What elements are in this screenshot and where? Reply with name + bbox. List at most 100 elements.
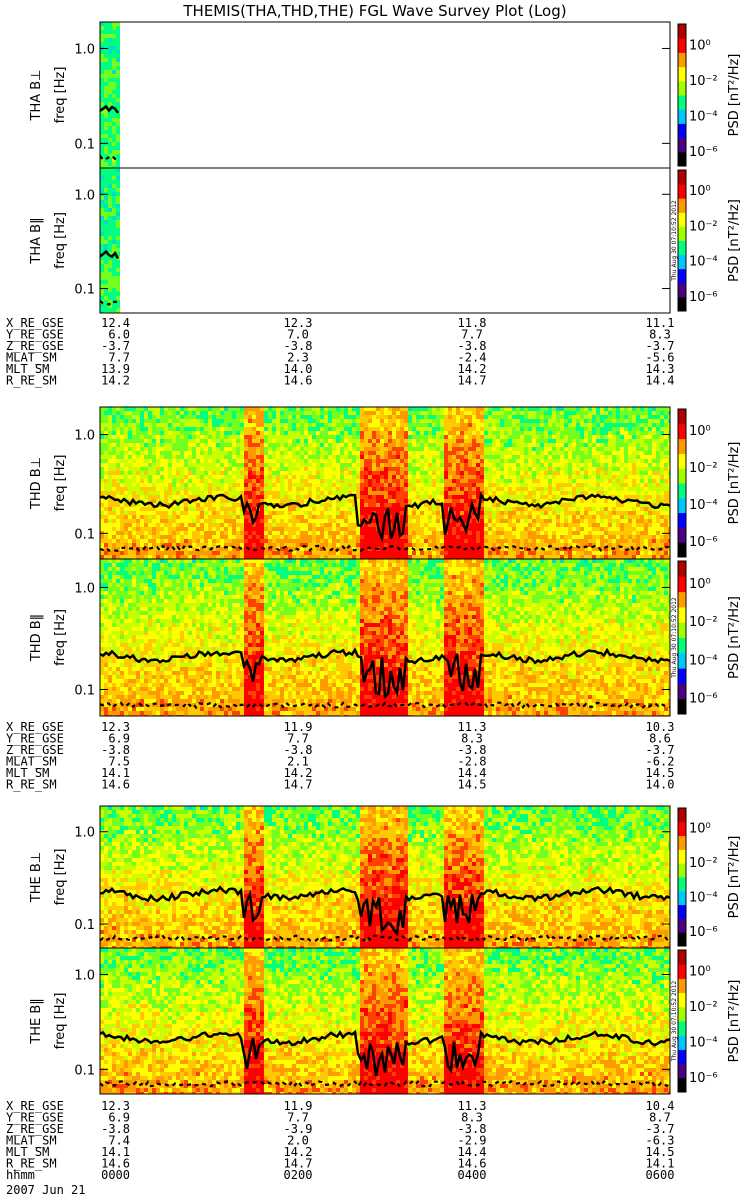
colorbar-frame	[677, 560, 687, 715]
colorbar-4: 10⁰ 10⁻² 10⁻⁴ 10⁻⁶ PSD [nT²/Hz] Thu Aug 30 07…	[671, 560, 742, 715]
colorbar-frame	[677, 23, 687, 167]
ephemeris-value: -3.8	[101, 1122, 130, 1136]
ephemeris-value: 14.0	[284, 362, 313, 376]
ephemeris-value: 14.2	[458, 362, 487, 376]
colorbar-tick-label: 10⁻²	[689, 74, 718, 89]
colorbar-tick-label: 10⁻⁴	[689, 1035, 718, 1050]
spectrogram-cells	[100, 559, 670, 716]
colorbar-segment	[678, 212, 686, 227]
panel-frame	[99, 21, 671, 169]
ephemeris-row-name: X_RE_GSE	[6, 720, 64, 734]
ephemeris-value: 10.3	[646, 720, 675, 734]
ephemeris-value: 14.1	[101, 766, 130, 780]
ephemeris-value: -2.9	[458, 1134, 487, 1148]
colorbar-label: PSD [nT²/Hz]	[727, 442, 742, 525]
timestamp: Thu Aug 30 07:10:52 2012	[671, 597, 678, 679]
colorbar-segment	[678, 591, 686, 608]
ephemeris-row-name: R_RE_SM	[6, 1157, 57, 1171]
ephemeris-value: 14.4	[458, 1145, 487, 1159]
ephemeris-value: 14.6	[101, 778, 130, 792]
colorbar-segment	[678, 918, 686, 933]
colorbar-tick-label: 10⁰	[689, 822, 711, 837]
colorbar-tick-label: 10⁻⁴	[689, 653, 718, 668]
colorbar-segment	[678, 80, 686, 96]
plot-title: THEMIS(THA,THD,THE) FGL Wave Survey Plot…	[0, 2, 750, 20]
colorbar-segment	[678, 423, 686, 440]
peak-frequency-line	[100, 885, 670, 937]
ephemeris-row-name: Z_RE_GSE	[6, 743, 64, 757]
colorbar-tick-label: 10⁰	[689, 38, 711, 53]
colorbar-frame	[677, 408, 687, 558]
ephemeris-value: 14.4	[458, 766, 487, 780]
colorbar-label: PSD [nT²/Hz]	[727, 54, 742, 137]
colorbar-segment	[678, 863, 686, 878]
colorbar-tick-label: 10⁻²	[689, 461, 718, 476]
colorbar-segment	[678, 950, 686, 965]
peak-frequency-line	[100, 647, 670, 700]
ephemeris-row-name: Y_RE_GSE	[6, 328, 64, 342]
panel-label: THE B⊥	[29, 852, 44, 903]
spectrogram-cells	[100, 22, 120, 168]
colorbar-segment	[678, 123, 686, 139]
ephemeris-row-name: Z_RE_GSE	[6, 1122, 64, 1136]
colorbar-segment	[678, 170, 686, 185]
ephemeris-value: 8.3	[461, 732, 483, 746]
colorbar-segment	[678, 1049, 686, 1065]
ephemeris-value: 7.7	[108, 351, 130, 365]
ephemeris-value: 14.6	[284, 374, 313, 388]
ephemeris-value: -3.7	[101, 339, 130, 353]
spectrogram-cells	[100, 948, 670, 1094]
timestamp: Thu Aug 30 07:10:52 2012	[671, 200, 678, 282]
ephemeris-row-name: MLAT_SM	[6, 755, 57, 769]
ephemeris-value: -3.8	[284, 743, 313, 757]
colorbar-segment	[678, 527, 686, 543]
lower-frequency-line	[100, 544, 670, 553]
ephemeris-value: 12.3	[284, 316, 313, 330]
colorbar-tick-label: 10⁻⁶	[689, 692, 718, 707]
ephemeris-value: 6.9	[108, 732, 130, 746]
ephemeris-value: -3.8	[458, 339, 487, 353]
ephemeris-value: 8.7	[649, 1111, 671, 1125]
colorbar-segment	[678, 453, 686, 469]
ephemeris-value: -2.8	[458, 755, 487, 769]
colorbar-segment	[678, 808, 686, 823]
colorbar-tick-label: 10⁻⁶	[689, 535, 718, 550]
colorbar-6: 10⁰ 10⁻² 10⁻⁴ 10⁻⁶ PSD [nT²/Hz] Thu Aug 30 07…	[671, 949, 742, 1093]
ephemeris-value: 14.3	[646, 362, 675, 376]
colorbar-segment	[678, 542, 686, 558]
ephemeris-value: 7.7	[287, 732, 309, 746]
ephemeris-value: 7.7	[461, 328, 483, 342]
ephemeris-value: 7.0	[287, 328, 309, 342]
ephemeris-value: 14.2	[101, 374, 130, 388]
colorbar-segment	[678, 606, 686, 623]
colorbar-tick-label: 10⁰	[689, 184, 711, 199]
colorbar-segment	[678, 1021, 686, 1036]
y-tick-label: 1.0	[74, 42, 95, 57]
colorbar-segment	[678, 296, 686, 312]
colorbar-segment	[678, 1077, 686, 1093]
colorbar-tick-label: 10⁻⁴	[689, 109, 718, 124]
peak-frequency-line	[100, 104, 120, 114]
ephemeris-value: 14.7	[458, 374, 487, 388]
colorbar-segment	[678, 109, 686, 124]
ephemeris-value: 2.3	[287, 351, 309, 365]
ephemeris-value: 14.0	[646, 778, 675, 792]
colorbar-segment	[678, 483, 686, 499]
y-tick-label: 0.1	[74, 1063, 95, 1078]
panel-label: THE B‖	[29, 998, 44, 1044]
ephemeris-row-name: Y_RE_GSE	[6, 732, 64, 746]
ephemeris-value: 14.7	[284, 1157, 313, 1171]
ephemeris-tha: X_RE_GSE 12.4 12.3 11.8 11.1 Y_RE_GSE 6.0 7.0 7.…	[6, 316, 674, 388]
spectrogram-cells	[100, 168, 120, 313]
ephemeris-thd: X_RE_GSE 12.3 11.9 11.3 10.3 Y_RE_GSE 6.9 7.7 8.…	[6, 720, 674, 792]
lower-frequency-line	[100, 154, 119, 162]
y-tick-label: 0.1	[74, 918, 95, 933]
ephemeris-row-name: MLT_SM	[6, 362, 49, 376]
ephemeris-value: -3.7	[646, 743, 675, 757]
ephemeris-value: 2.1	[287, 755, 309, 769]
ephemeris-value: 11.9	[284, 1099, 313, 1113]
y-tick-label: 1.0	[74, 968, 95, 983]
colorbar-label: PSD [nT²/Hz]	[727, 836, 742, 919]
y-tick-label: 1.0	[74, 188, 95, 203]
